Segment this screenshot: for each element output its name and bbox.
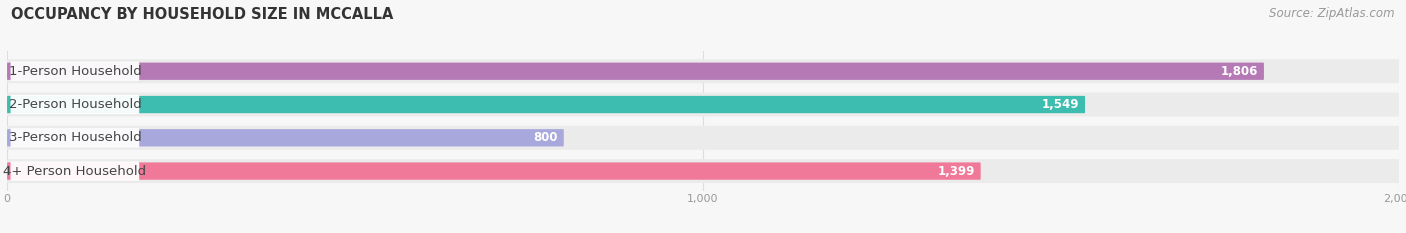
FancyBboxPatch shape xyxy=(7,59,1399,83)
Text: 800: 800 xyxy=(534,131,558,144)
Text: 4+ Person Household: 4+ Person Household xyxy=(3,164,146,178)
Text: 1,806: 1,806 xyxy=(1220,65,1258,78)
FancyBboxPatch shape xyxy=(7,159,1399,183)
FancyBboxPatch shape xyxy=(7,63,1264,80)
Text: 1-Person Household: 1-Person Household xyxy=(8,65,141,78)
FancyBboxPatch shape xyxy=(10,95,139,114)
Text: 1,399: 1,399 xyxy=(938,164,976,178)
FancyBboxPatch shape xyxy=(7,96,1085,113)
Text: OCCUPANCY BY HOUSEHOLD SIZE IN MCCALLA: OCCUPANCY BY HOUSEHOLD SIZE IN MCCALLA xyxy=(11,7,394,22)
Text: 2-Person Household: 2-Person Household xyxy=(8,98,141,111)
FancyBboxPatch shape xyxy=(7,162,981,180)
FancyBboxPatch shape xyxy=(10,62,139,81)
Text: Source: ZipAtlas.com: Source: ZipAtlas.com xyxy=(1270,7,1395,20)
FancyBboxPatch shape xyxy=(10,161,139,181)
Text: 3-Person Household: 3-Person Household xyxy=(8,131,141,144)
Text: 1,549: 1,549 xyxy=(1042,98,1080,111)
FancyBboxPatch shape xyxy=(7,126,1399,150)
FancyBboxPatch shape xyxy=(7,93,1399,116)
FancyBboxPatch shape xyxy=(7,129,564,147)
FancyBboxPatch shape xyxy=(10,128,139,147)
